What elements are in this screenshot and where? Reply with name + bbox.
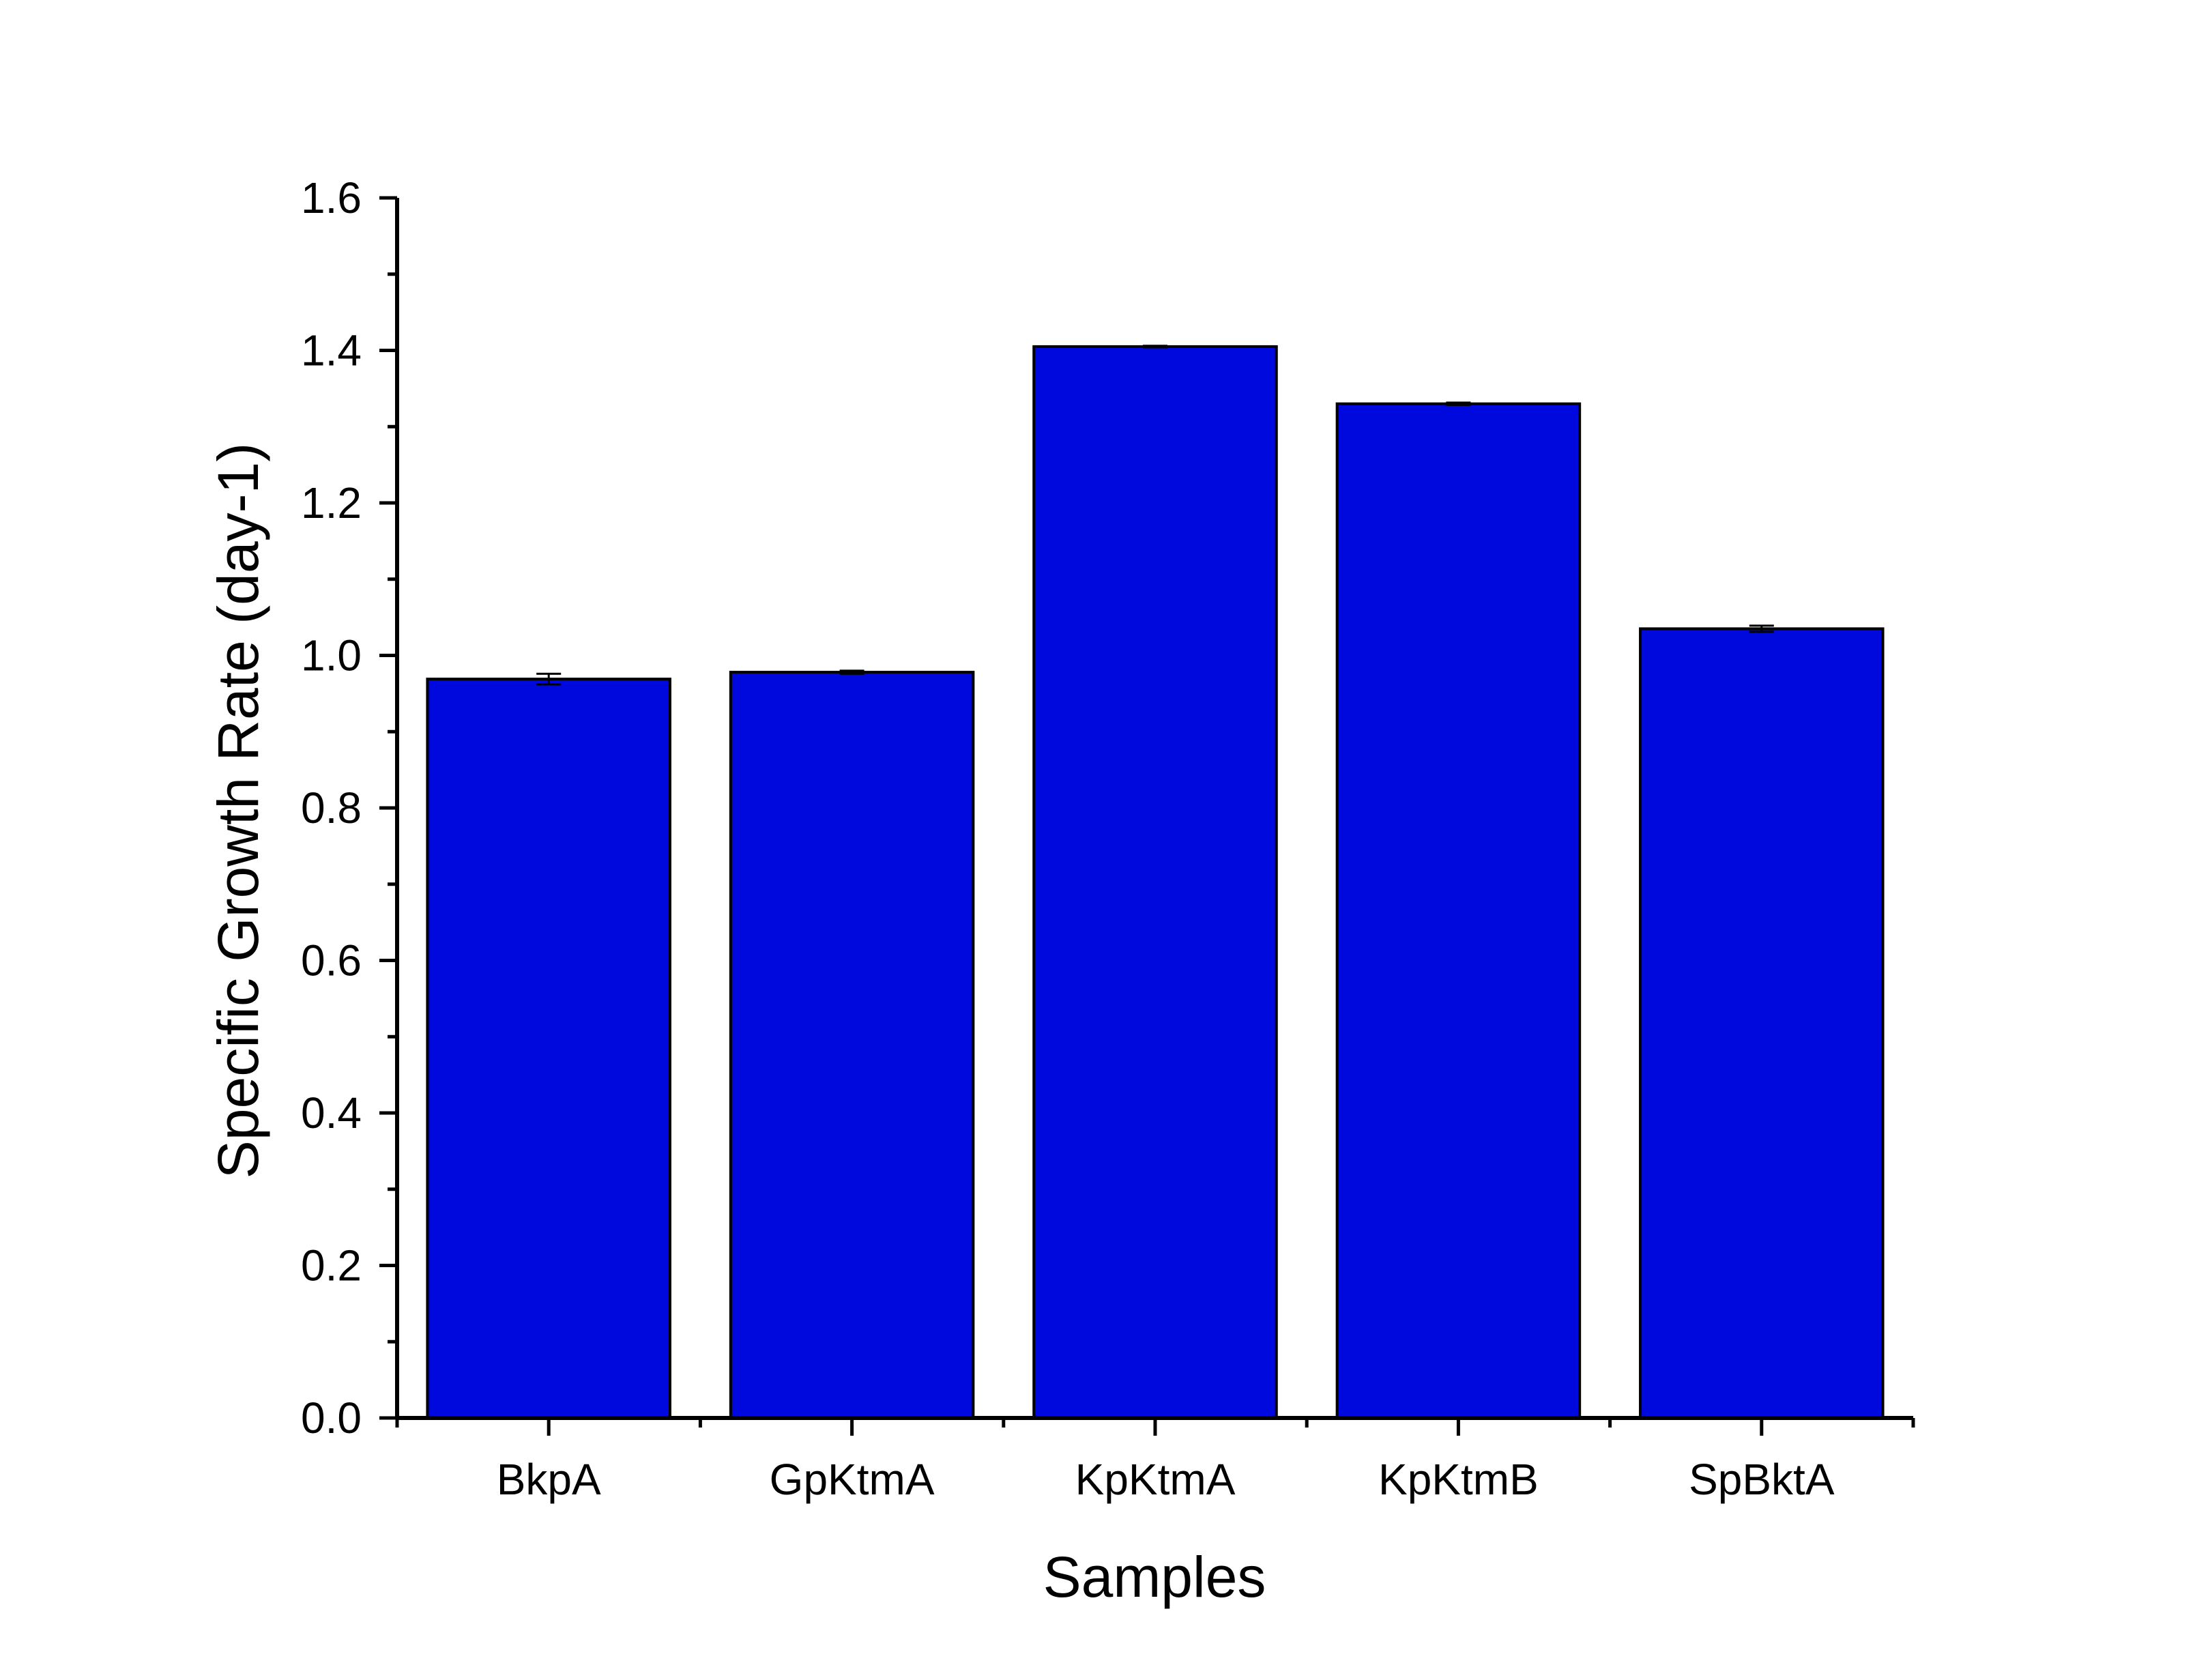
- x-tick-label: GpKtmA: [770, 1455, 935, 1504]
- y-tick-label: 0.4: [301, 1088, 362, 1138]
- y-tick-label: 1.6: [301, 173, 362, 222]
- y-tick-label: 1.2: [301, 478, 362, 527]
- x-tick-label: KpKtmB: [1378, 1455, 1539, 1504]
- x-axis-ticks: BkpA GpKtmA KpKtmA KpKtmB SpBktA: [395, 1418, 1915, 1504]
- x-tick-label: KpKtmA: [1075, 1455, 1236, 1504]
- bar-SpBktA: [1639, 627, 1885, 1420]
- bars: [426, 345, 1885, 1420]
- x-axis-title: Samples: [1043, 1545, 1266, 1609]
- error-bar-KpKtmA: [1143, 345, 1167, 349]
- y-tick-label: 0.6: [301, 936, 362, 985]
- bar-GpKtmA: [729, 671, 975, 1420]
- y-tick-label: 0.0: [301, 1393, 362, 1443]
- y-axis-ticks: 0.0 0.2 0.4 0.6 0.8 1.0 1.2 1.4 1.6: [301, 173, 397, 1443]
- error-bar-KpKtmB: [1446, 401, 1471, 406]
- y-tick-label: 0.8: [301, 783, 362, 832]
- error-bars: [536, 345, 1774, 686]
- y-tick-label: 1.4: [301, 326, 362, 375]
- error-bar-BkpA: [536, 672, 562, 686]
- error-bar-GpKtmA: [839, 669, 864, 675]
- x-tick-label: BkpA: [497, 1455, 601, 1504]
- y-tick-label: 0.2: [301, 1241, 362, 1290]
- error-bar-SpBktA: [1749, 624, 1774, 633]
- bar-BkpA: [426, 678, 671, 1420]
- bar-KpKtmA: [1032, 345, 1278, 1420]
- y-tick-label: 1.0: [301, 631, 362, 680]
- bar-KpKtmB: [1335, 402, 1582, 1419]
- y-axis-title: Specific Growth Rate (day-1): [206, 443, 270, 1178]
- axes: [395, 198, 1913, 1420]
- x-tick-label: SpBktA: [1689, 1455, 1835, 1504]
